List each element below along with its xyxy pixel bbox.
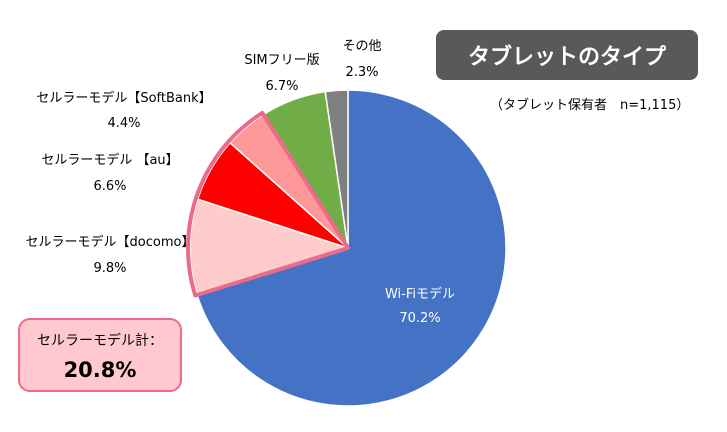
slice-value-label: 4.4% bbox=[107, 116, 140, 131]
pie-slices bbox=[189, 89, 507, 407]
slice-value-label: 9.8% bbox=[93, 261, 126, 276]
slice-name-label: セルラーモデル【docomo】 bbox=[26, 234, 195, 250]
slice-name-label: セルラーモデル【SoftBank】 bbox=[36, 90, 211, 106]
slice-value-label: 2.3% bbox=[345, 65, 378, 80]
pie-slice-5 bbox=[324, 89, 349, 249]
slice-value-label: 6.6% bbox=[93, 179, 126, 194]
callout-value: 20.8% bbox=[63, 358, 137, 382]
chart-title: タブレットのタイプ bbox=[436, 30, 698, 80]
chart-subtitle: （タブレット保有者 n=1,115） bbox=[490, 98, 690, 113]
pie-slice-0 bbox=[196, 89, 507, 407]
slice-name-label: その他 bbox=[342, 39, 381, 54]
slice-value-label: 6.7% bbox=[265, 79, 298, 94]
cellular-highlight-outline bbox=[186, 110, 350, 298]
slice-name-label: セルラーモデル 【au】 bbox=[41, 152, 178, 168]
slice-name-label: SIMフリー版 bbox=[244, 53, 319, 68]
slice-labels: Wi-Fiモデル 70.2% セルラーモデル【docomo】 9.8% セルラーモデル … bbox=[26, 39, 455, 326]
cellular-total-callout: セルラーモデル計： 20.8% bbox=[18, 318, 182, 392]
callout-label: セルラーモデル計： bbox=[37, 333, 163, 349]
pie-slice-1 bbox=[189, 198, 351, 296]
slice-name-label: Wi-Fiモデル bbox=[385, 286, 455, 302]
slice-value-label: 70.2% bbox=[399, 311, 440, 326]
